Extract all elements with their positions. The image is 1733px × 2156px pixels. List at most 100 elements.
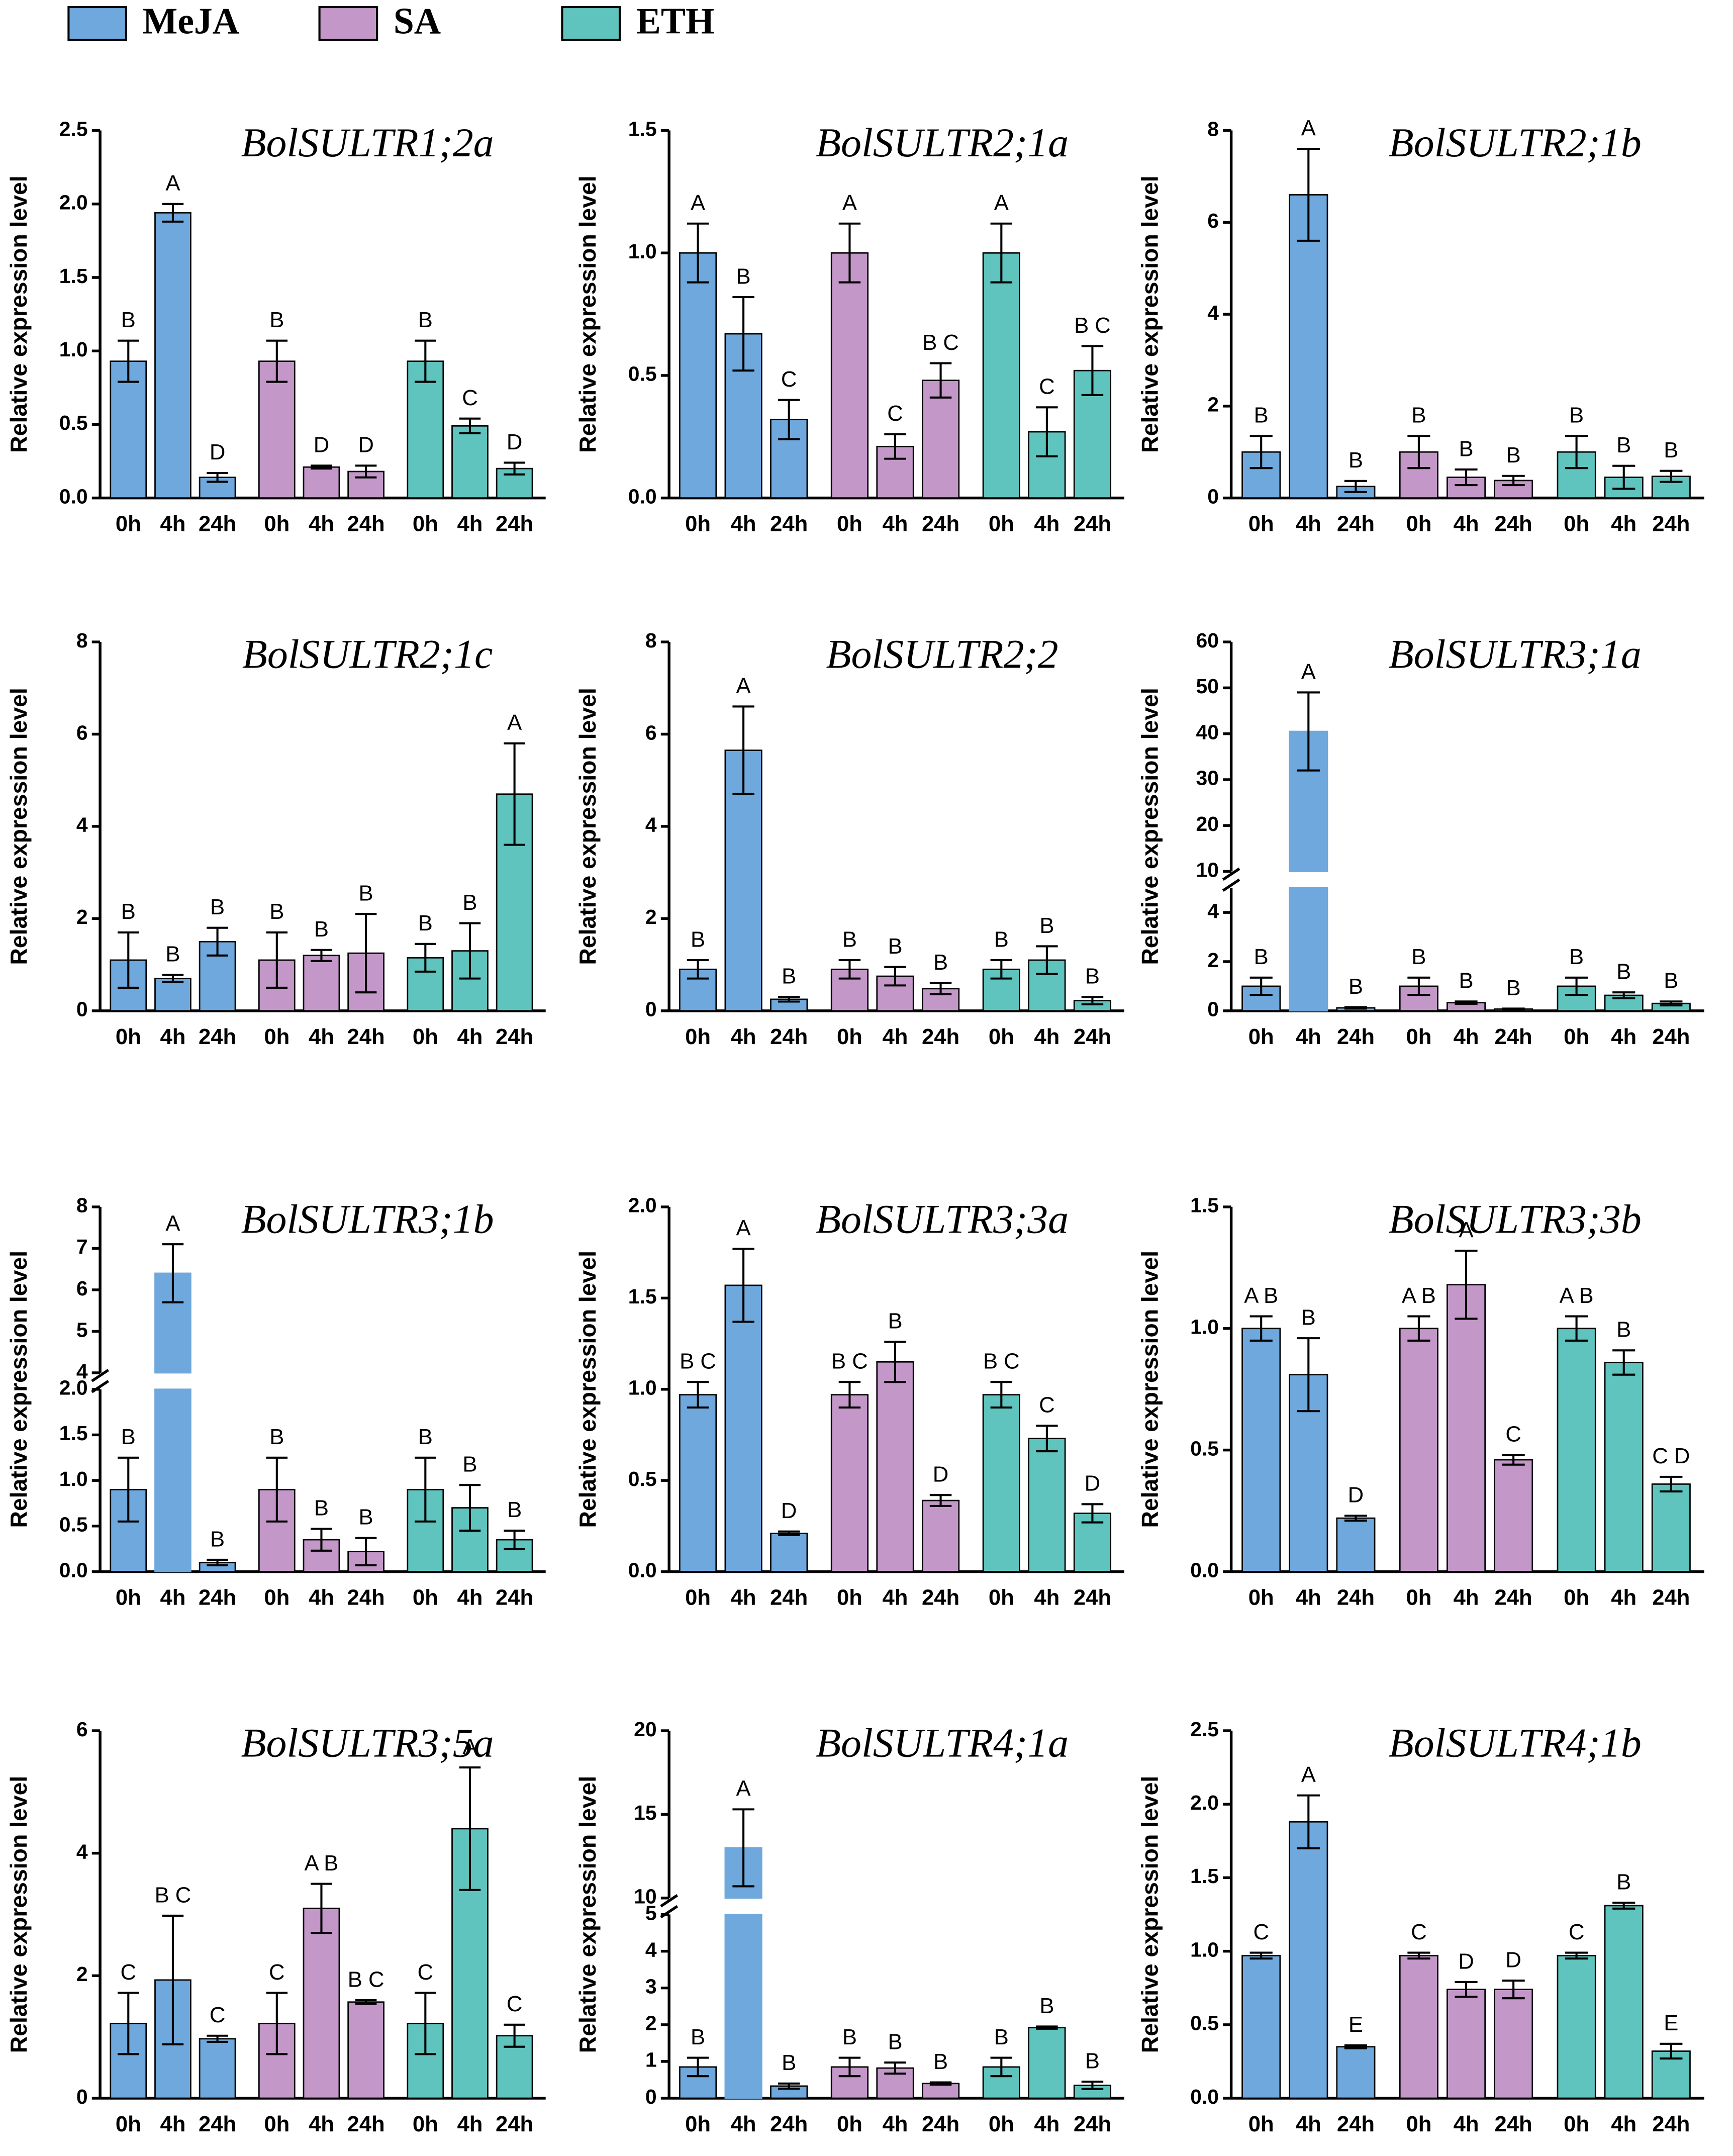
bar	[770, 1532, 808, 1572]
error-bar	[1612, 991, 1635, 999]
error-bar	[1407, 976, 1430, 996]
error-bar	[1036, 1425, 1058, 1453]
x-tick-label: 24h	[922, 2112, 959, 2136]
data-label: B	[1569, 403, 1584, 428]
y-tick-label: 1	[645, 2048, 657, 2072]
data-label: C	[462, 386, 478, 410]
data-label: B	[933, 2049, 948, 2074]
error-bar	[311, 1528, 332, 1552]
y-tick-label: 2	[645, 2012, 657, 2035]
data-label: B	[994, 927, 1009, 952]
x-tick-label: 4h	[457, 1585, 483, 1610]
data-label: B	[933, 950, 948, 975]
data-label: C	[781, 367, 797, 392]
data-label: A	[842, 191, 857, 215]
data-label: B	[1085, 2048, 1100, 2073]
data-label: B	[1301, 1305, 1316, 1330]
x-tick-label: 4h	[731, 512, 756, 536]
data-label: B	[994, 2025, 1009, 2049]
y-tick-label: 6	[1207, 209, 1219, 232]
error-bar	[1081, 345, 1104, 396]
y-tick-label: 1.5	[59, 1422, 88, 1445]
error-bar	[1660, 470, 1683, 483]
y-tick-label: 30	[1196, 767, 1219, 790]
error-bar	[1081, 2081, 1104, 2090]
y-tick-label: 1.0	[1190, 1316, 1219, 1339]
error-bar	[311, 1883, 332, 1934]
x-tick-label: 4h	[731, 1585, 756, 1610]
data-label: B	[842, 2025, 857, 2049]
data-label: C	[1569, 1920, 1585, 1944]
chart-title: BolSULTR3;1b	[241, 1196, 494, 1242]
y-tick-label: 3	[645, 1975, 657, 1998]
error-bar	[1407, 1315, 1430, 1342]
bar	[921, 380, 960, 499]
data-label: C	[1039, 374, 1055, 399]
chart-title: BolSULTR3;3a	[816, 1196, 1069, 1242]
data-label: B C	[922, 330, 959, 355]
bar	[303, 466, 340, 499]
x-tick-label: 0h	[116, 2112, 141, 2136]
data-label: B C	[983, 1349, 1020, 1374]
data-label: B	[736, 264, 751, 289]
y-tick-label: 0.5	[1190, 2012, 1219, 2035]
y-tick-label: 0.5	[59, 1513, 88, 1536]
data-label: C	[418, 1960, 434, 1985]
x-tick-label: 0h	[685, 2112, 711, 2136]
error-bar	[1249, 1951, 1273, 1960]
bar	[679, 1394, 717, 1572]
error-bar	[1502, 1007, 1525, 1011]
error-bar	[1612, 1349, 1635, 1376]
y-tick-label: 1.0	[628, 240, 657, 263]
data-label: B C	[831, 1349, 868, 1374]
y-tick-label: 5	[645, 1901, 657, 1924]
error-bar	[1297, 1794, 1320, 1849]
error-bar	[990, 1381, 1013, 1409]
y-tick-label: 0	[76, 998, 88, 1021]
error-bar	[732, 1248, 754, 1323]
data-label: D	[1505, 1947, 1521, 1972]
data-label: B	[1254, 945, 1269, 969]
data-label: A	[994, 191, 1009, 215]
legend-label: MeJA	[143, 0, 239, 41]
bar	[1028, 1438, 1066, 1572]
data-label: B	[691, 2025, 705, 2049]
bar	[1651, 1483, 1691, 1572]
data-label: E	[1664, 2011, 1678, 2035]
chart-title: BolSULTR3;3b	[1389, 1196, 1642, 1242]
error-bar	[1036, 406, 1058, 457]
error-bar	[732, 705, 754, 795]
x-tick-label: 24h	[770, 2112, 808, 2136]
data-label: B	[1664, 969, 1678, 993]
x-tick-label: 24h	[1495, 2112, 1532, 2136]
data-label: A	[1301, 660, 1316, 684]
x-tick-label: 24h	[922, 1585, 959, 1610]
error-bar	[162, 974, 184, 984]
error-bar	[1455, 468, 1478, 487]
bar	[1399, 1328, 1438, 1572]
error-bar	[1297, 691, 1320, 772]
y-tick-label: 8	[76, 1194, 88, 1217]
bar	[154, 978, 191, 1012]
data-label: B	[269, 1425, 284, 1449]
error-bar	[311, 464, 332, 470]
x-tick-label: 0h	[413, 2112, 438, 2136]
x-tick-label: 24h	[1652, 512, 1690, 536]
x-tick-label: 4h	[731, 1024, 756, 1049]
y-axis-label: Relative expression level	[574, 175, 601, 452]
bar	[1447, 1989, 1486, 2099]
error-bar	[415, 943, 436, 973]
bar	[1028, 2027, 1066, 2099]
data-label: A	[1301, 116, 1316, 140]
y-tick-label: 20	[634, 1718, 657, 1741]
error-bar	[732, 296, 754, 372]
data-label: D	[507, 430, 523, 454]
error-bar	[1565, 1315, 1588, 1342]
x-tick-label: 4h	[160, 512, 185, 536]
data-label: C	[210, 2003, 226, 2027]
y-tick-label: 8	[1207, 117, 1219, 140]
bar	[1604, 1362, 1644, 1572]
error-bar	[459, 1766, 481, 1891]
y-axis-label: Relative expression level	[6, 688, 32, 965]
bar	[1604, 994, 1644, 1012]
